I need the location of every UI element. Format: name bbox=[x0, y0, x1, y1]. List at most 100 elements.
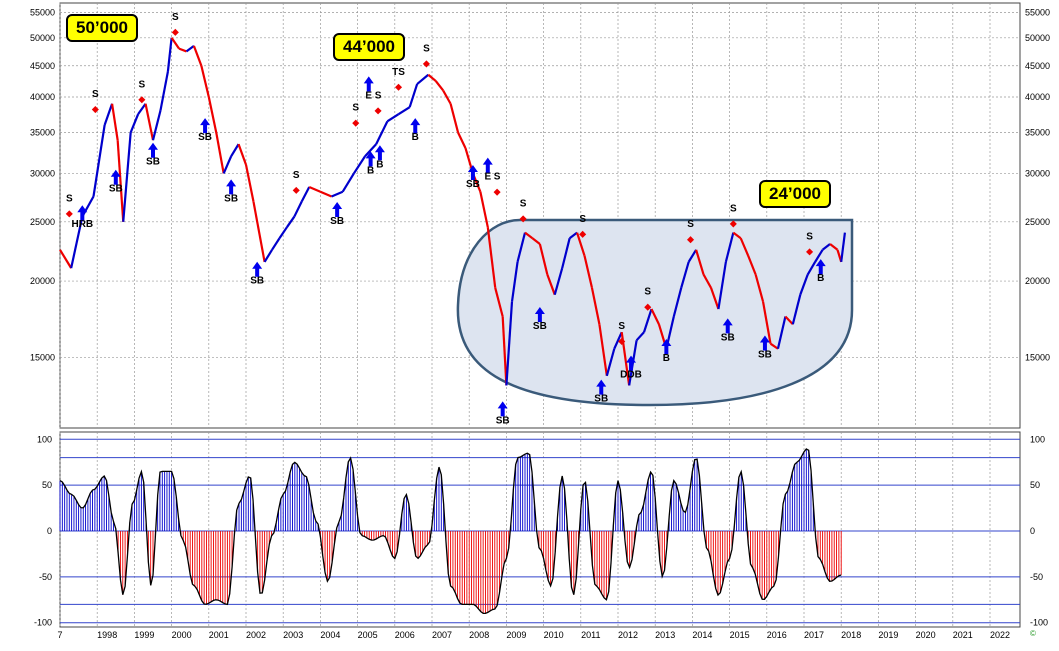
price-segment bbox=[672, 287, 683, 317]
buy-signal-arrow bbox=[226, 179, 237, 195]
price-segment bbox=[590, 287, 601, 325]
signal-label: S bbox=[92, 89, 99, 100]
buy-signal-arrow bbox=[467, 165, 478, 181]
price-segment bbox=[553, 267, 564, 295]
x-tick-label: 2011 bbox=[581, 630, 600, 640]
price-segment bbox=[695, 249, 705, 275]
price-segment bbox=[702, 273, 712, 289]
signal-label: S bbox=[520, 198, 527, 209]
x-tick-label: 2019 bbox=[878, 630, 898, 640]
x-tick-label: 1998 bbox=[97, 630, 117, 640]
price-segment bbox=[434, 80, 445, 92]
price-segment bbox=[516, 232, 527, 263]
buy-signal-arrow bbox=[815, 259, 826, 275]
price-segment bbox=[59, 249, 73, 269]
signal-label: E bbox=[365, 90, 372, 101]
price-segment bbox=[821, 243, 831, 251]
sell-signal-marker bbox=[579, 230, 587, 238]
signal-label: S bbox=[806, 231, 813, 242]
price-segment bbox=[207, 96, 218, 133]
buy-signal-arrow bbox=[200, 118, 211, 134]
y-tick-label-right: 50000 bbox=[1025, 33, 1050, 43]
price-segment bbox=[613, 331, 623, 350]
x-tick-label: 2003 bbox=[283, 630, 303, 640]
buy-signal-arrow bbox=[332, 201, 343, 217]
sell-signal-marker bbox=[687, 236, 695, 244]
buy-signal-arrow bbox=[497, 401, 508, 417]
y-tick-label-left: 20000 bbox=[30, 276, 55, 286]
price-segment bbox=[505, 301, 514, 386]
price-segment bbox=[457, 132, 467, 149]
price-segment bbox=[546, 274, 556, 296]
x-tick-label: 2006 bbox=[395, 630, 415, 640]
x-tick-label: 2007 bbox=[432, 630, 452, 640]
y-tick-label-left: 15000 bbox=[30, 352, 55, 362]
price-segment bbox=[791, 294, 802, 325]
signal-label: SB bbox=[198, 132, 212, 143]
signal-label: S bbox=[352, 103, 359, 114]
y-tick-label-right: 35000 bbox=[1025, 127, 1050, 137]
price-segment bbox=[271, 237, 281, 251]
price-segment bbox=[680, 261, 690, 289]
price-segment bbox=[776, 316, 787, 349]
x-tick-label: 2014 bbox=[692, 630, 712, 640]
price-segment bbox=[352, 155, 366, 175]
buy-signal-arrow bbox=[252, 261, 263, 277]
price-segment bbox=[364, 143, 378, 158]
sell-signal-marker bbox=[806, 248, 814, 256]
price-segment bbox=[583, 255, 594, 289]
price-segment bbox=[244, 164, 255, 202]
signal-label: SB bbox=[109, 184, 123, 195]
osc-tick-label-right: 0 bbox=[1030, 526, 1035, 536]
buy-signal-arrow bbox=[77, 205, 88, 221]
price-segment bbox=[829, 243, 839, 251]
price-segment bbox=[709, 287, 720, 310]
osc-tick-label-right: -100 bbox=[1030, 618, 1048, 628]
price-segment bbox=[650, 308, 660, 325]
price-segment bbox=[739, 237, 750, 257]
price-segment bbox=[263, 249, 273, 263]
price-segment bbox=[531, 237, 541, 245]
signal-label: S bbox=[375, 90, 382, 101]
signal-label: SB bbox=[224, 193, 238, 204]
sell-signal-marker bbox=[374, 107, 382, 115]
signal-label: S bbox=[730, 203, 737, 214]
price-segment bbox=[129, 113, 140, 133]
price-segment bbox=[761, 301, 772, 344]
price-segment bbox=[215, 132, 225, 174]
price-segment bbox=[70, 216, 84, 269]
price-segment bbox=[278, 226, 288, 239]
price-segment bbox=[494, 287, 504, 317]
price-segment bbox=[192, 45, 203, 67]
signal-label: SB bbox=[330, 216, 344, 227]
signal-label: S bbox=[494, 172, 501, 183]
price-segment bbox=[799, 274, 809, 296]
highlight-range-region bbox=[456, 218, 854, 407]
signal-label: S bbox=[618, 321, 625, 332]
callout-24000: 24’000 bbox=[759, 180, 831, 208]
price-segment bbox=[814, 249, 824, 263]
price-segment bbox=[717, 261, 727, 310]
x-tick-label: 2009 bbox=[506, 630, 526, 640]
y-tick-label-left: 55000 bbox=[30, 7, 55, 17]
price-segment bbox=[144, 103, 155, 141]
price-segment bbox=[442, 89, 452, 105]
signal-label: B bbox=[663, 353, 670, 364]
price-segment bbox=[166, 37, 173, 72]
buy-signal-arrow bbox=[722, 318, 733, 334]
price-segment bbox=[293, 200, 303, 218]
sell-signal-marker bbox=[422, 60, 430, 68]
price-segment bbox=[122, 132, 132, 222]
signal-label: B bbox=[376, 159, 383, 170]
x-tick-label: 2008 bbox=[469, 630, 489, 640]
signal-label: S bbox=[687, 219, 694, 230]
osc-tick-label-right: 50 bbox=[1030, 480, 1040, 490]
price-segment bbox=[449, 103, 460, 133]
x-tick-label: 2013 bbox=[655, 630, 675, 640]
y-tick-label-right: 25000 bbox=[1025, 217, 1050, 227]
callout-50000: 50’000 bbox=[66, 14, 138, 42]
osc-tick-label-left: 0 bbox=[47, 526, 52, 536]
price-segment bbox=[331, 190, 344, 198]
price-segment bbox=[319, 190, 332, 198]
